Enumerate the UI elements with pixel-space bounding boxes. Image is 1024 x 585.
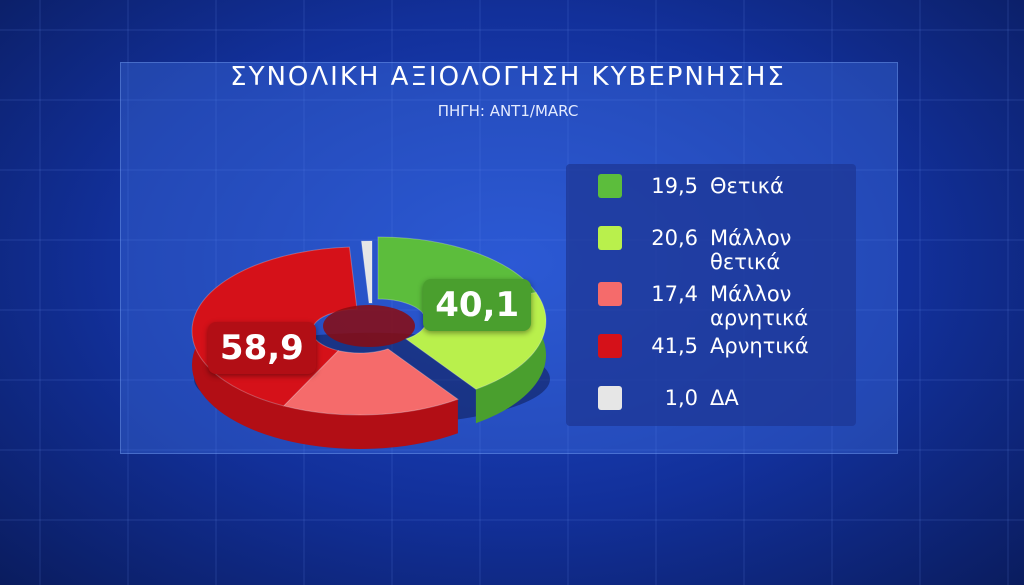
- legend: 19,5 Θετικά 20,6 Μάλλον θετικά 17,4 Μάλλον αρ…: [566, 164, 856, 426]
- legend-swatch: [598, 174, 622, 198]
- group-label: 40,1: [423, 279, 532, 332]
- legend-swatch: [598, 226, 622, 250]
- value-label: 19,5: [651, 174, 698, 198]
- pie-hole: [323, 305, 415, 347]
- legend-swatch: [598, 282, 622, 306]
- chart-title: ΣΥΝΟΛΙΚΗ ΑΞΙΟΛΟΓΗΣΗ ΚΥΒΕΡΝΗΣΗΣ: [230, 62, 786, 92]
- legend-label: Μάλλον θετικά: [710, 226, 792, 274]
- value-label: 41,5: [651, 334, 698, 358]
- pie-slice: [282, 348, 459, 416]
- pie-slice: [360, 240, 373, 304]
- chart-subtitle: ΠΗΓΗ: ANT1/MARC: [437, 102, 579, 120]
- legend-swatch: [598, 386, 622, 410]
- legend-label: ΔΑ: [710, 386, 739, 410]
- value-label: 20,6: [651, 226, 698, 250]
- legend-entry: 20,6 Μάλλον θετικά: [598, 226, 830, 274]
- legend-label: Μάλλον αρνητικά: [710, 282, 809, 330]
- legend-swatch: [598, 334, 622, 358]
- legend-entry: 41,5 Αρνητικά: [598, 334, 830, 358]
- legend-label: Θετικά: [710, 174, 784, 198]
- value-label: 1,0: [664, 386, 698, 410]
- legend-entry: 1,0 ΔΑ: [598, 386, 830, 410]
- legend-entry: 17,4 Μάλλον αρνητικά: [598, 282, 830, 330]
- group-label: 58,9: [207, 322, 316, 375]
- value-label: 17,4: [651, 282, 698, 306]
- legend-label: Αρνητικά: [710, 334, 809, 358]
- legend-entry: 19,5 Θετικά: [598, 174, 830, 198]
